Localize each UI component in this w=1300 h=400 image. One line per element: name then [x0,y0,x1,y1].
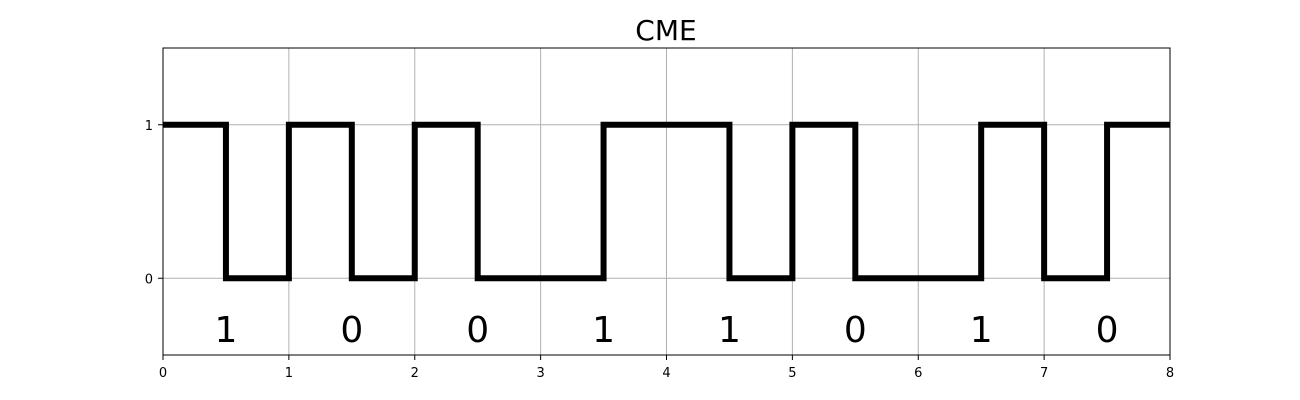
x-tick-label: 3 [536,366,544,381]
bit-label: 1 [214,310,237,351]
bit-label: 0 [466,310,489,351]
x-tick-label: 5 [788,366,796,381]
x-tick-label: 7 [1040,366,1048,381]
bit-label: 1 [592,310,615,351]
y-tick-label: 1 [145,119,153,134]
bit-label: 0 [844,310,867,351]
x-tick-label: 6 [914,366,922,381]
bit-label: 1 [718,310,741,351]
bit-label: 0 [340,310,363,351]
x-tick-label: 8 [1166,366,1174,381]
chart-title: CME [635,14,696,47]
bit-label: 0 [1096,310,1119,351]
signal-line [163,121,1170,282]
signal-layer [163,121,1170,282]
x-tick-label: 0 [159,366,167,381]
x-tick-label: 1 [285,366,293,381]
grid [162,48,1171,355]
bit-label: 1 [970,310,993,351]
axis-ticks: 0 1 2 3 4 5 6 7 8 0 1 [145,119,1174,381]
bit-labels: 1 0 0 1 1 0 1 0 [214,310,1118,351]
y-tick-label: 0 [145,272,153,287]
x-tick-label: 4 [662,366,670,381]
x-tick-label: 2 [411,366,419,381]
